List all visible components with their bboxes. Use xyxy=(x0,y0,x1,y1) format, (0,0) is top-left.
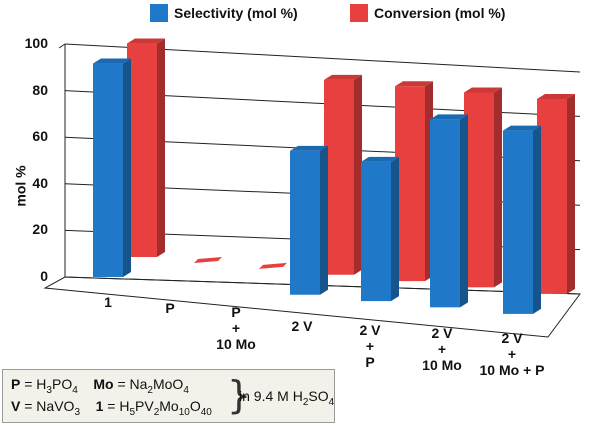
bar-selectivity-6-top xyxy=(503,125,541,131)
note-line-1: P = H3PO4 Mo = Na2MoO4 xyxy=(11,376,189,396)
bar-selectivity-3 xyxy=(290,150,320,295)
brace-glyph: } xyxy=(227,373,252,417)
bar-conversion-0 xyxy=(127,43,157,258)
bar-conversion-3 xyxy=(324,79,354,275)
note-condition: in 9.4 M H2SO4 xyxy=(239,388,335,408)
bar-selectivity-6 xyxy=(503,130,533,314)
note-p-label: P xyxy=(11,376,21,392)
x-category-label: 2 V xyxy=(291,318,313,334)
legend-note-box: P = H3PO4 Mo = Na2MoO4 V = NaVO3 1 = H5P… xyxy=(2,369,335,423)
legend-conversion: Conversion (mol %) xyxy=(350,4,505,22)
bar-conversion-0-side xyxy=(157,38,165,258)
note-mo-label: Mo xyxy=(93,376,114,392)
x-category-label: 1 xyxy=(104,294,112,310)
note-line-2: V = NaVO3 1 = H5PV2Mo10O40 xyxy=(11,398,212,418)
x-category-label: 2 V +10 Mo + P xyxy=(479,330,545,378)
bar-conversion-0-top xyxy=(127,38,165,44)
bar-conversion-4 xyxy=(395,86,425,282)
y-tick-label: 0 xyxy=(40,268,48,284)
legend-label-selectivity: Selectivity (mol %) xyxy=(174,5,298,21)
bar-selectivity-5-side xyxy=(460,114,468,308)
bar-selectivity-0-top xyxy=(93,58,131,64)
bar-conversion-6-top xyxy=(537,94,575,100)
y-tick-label: 60 xyxy=(32,128,48,145)
bar-selectivity-6-side xyxy=(533,125,541,314)
bar-conversion-6-side xyxy=(567,94,575,294)
bar-selectivity-3-side xyxy=(320,145,328,295)
x-category-label: P xyxy=(165,300,175,316)
bar-conversion-5 xyxy=(464,92,494,288)
x-category-label: 2 V +10 Mo xyxy=(422,325,462,373)
bar-selectivity-4-top xyxy=(361,156,399,162)
bar-selectivity-5 xyxy=(430,119,460,308)
bar-conversion-2 xyxy=(259,262,287,269)
note-one-label: 1 xyxy=(95,398,104,414)
bar-selectivity-5-top xyxy=(430,114,468,120)
y-tick-label: 20 xyxy=(32,221,48,238)
bar-selectivity-0 xyxy=(93,63,123,278)
floor-plane xyxy=(43,276,581,338)
x-category-label: 2 V + P xyxy=(359,322,381,370)
y-tick-label: 40 xyxy=(32,174,48,191)
bar-conversion-6 xyxy=(537,99,567,294)
legend-swatch-conversion xyxy=(350,4,368,22)
legend-selectivity: Selectivity (mol %) xyxy=(150,4,298,22)
bar-selectivity-4-side xyxy=(391,156,399,302)
y-axis-cap xyxy=(58,43,66,49)
legend-swatch-selectivity xyxy=(150,4,168,22)
bar-conversion-3-top xyxy=(324,74,362,80)
bar-conversion-5-side xyxy=(494,87,502,288)
note-v-label: V xyxy=(11,398,21,414)
legend-label-conversion: Conversion (mol %) xyxy=(374,5,506,21)
y-tick-label: 100 xyxy=(24,35,48,51)
bar-conversion-5-top xyxy=(464,87,502,93)
y-tick-label: 80 xyxy=(32,81,48,98)
bar-selectivity-3-top xyxy=(290,145,328,151)
bar-conversion-3-side xyxy=(354,74,362,275)
x-category-label: P +10 Mo xyxy=(216,304,256,352)
bar-conversion-1 xyxy=(194,257,222,264)
bar-selectivity-4 xyxy=(361,161,391,302)
bar-conversion-4-top xyxy=(395,81,433,87)
bar-selectivity-0-side xyxy=(123,58,131,278)
legend: Selectivity (mol %) Conversion (mol %) xyxy=(0,4,589,28)
